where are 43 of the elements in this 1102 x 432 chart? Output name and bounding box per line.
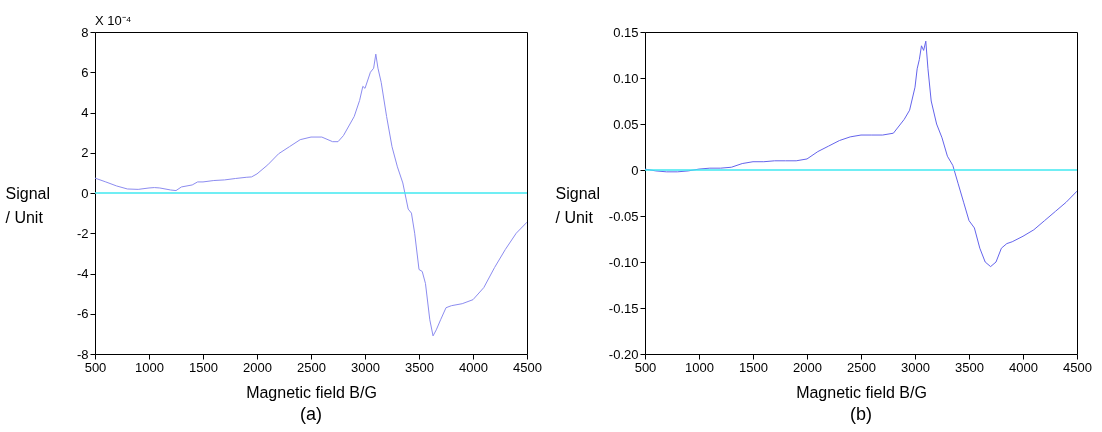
y-tick-label: 0 xyxy=(81,185,89,201)
x-tick-label: 3500 xyxy=(405,359,434,375)
x-tick-label: 2000 xyxy=(243,359,272,375)
y-tick-label: -0.15 xyxy=(608,300,639,316)
y-tick-label: -2 xyxy=(76,225,89,241)
y-tick-label: 4 xyxy=(81,105,89,120)
x-tick-label: 4000 xyxy=(1009,359,1038,375)
x-tick-label: 2500 xyxy=(847,359,876,375)
y-tick-label: 0.15 xyxy=(613,24,639,40)
y-tick-label: 0.05 xyxy=(613,116,639,132)
x-tick-label: 3000 xyxy=(901,359,930,375)
x-tick-label: 500 xyxy=(84,359,107,375)
x-tick-label: 1500 xyxy=(189,359,218,375)
y-tick-label: 0.10 xyxy=(613,70,639,86)
y-tick-label: -8 xyxy=(76,346,89,362)
x-tick-label: 4500 xyxy=(513,359,542,375)
x-axis-title: Magnetic field B/G xyxy=(246,383,377,401)
x-tick-label: 2000 xyxy=(793,359,822,375)
y-tick-label: 2 xyxy=(81,145,89,161)
text: (a) xyxy=(300,404,322,424)
y-tick-label: -6 xyxy=(76,306,89,322)
x-tick-label: 3500 xyxy=(955,359,984,375)
line-series xyxy=(95,53,527,337)
y-axis-title: Signal / Unit xyxy=(5,184,50,226)
x-tick-label: 500 xyxy=(634,359,657,375)
text: (b) xyxy=(850,404,872,424)
x-tick-label: 4000 xyxy=(459,359,488,375)
y-tick-label: -0.10 xyxy=(608,254,639,270)
text: X 10⁻⁴ xyxy=(95,13,132,28)
y-tick-label: 8 xyxy=(81,24,89,40)
y-tick-label: -0.05 xyxy=(608,208,639,224)
y-tick-label: -0.20 xyxy=(608,346,639,362)
y-tick-label: 0 xyxy=(631,162,639,178)
y-tick-label: -4 xyxy=(76,266,89,281)
x-tick-label: 1000 xyxy=(135,359,164,375)
y-tick-label: 6 xyxy=(81,64,89,80)
x-tick-label: 3000 xyxy=(351,359,380,375)
x-axis-title: Magnetic field B/G xyxy=(796,383,927,401)
x-tick-label: 1500 xyxy=(739,359,768,375)
y-axis-title: Signal / Unit xyxy=(555,184,600,226)
x-tick-label: 2500 xyxy=(297,359,326,375)
x-tick-label: 1000 xyxy=(685,359,714,375)
x-tick-label: 4500 xyxy=(1063,359,1092,375)
